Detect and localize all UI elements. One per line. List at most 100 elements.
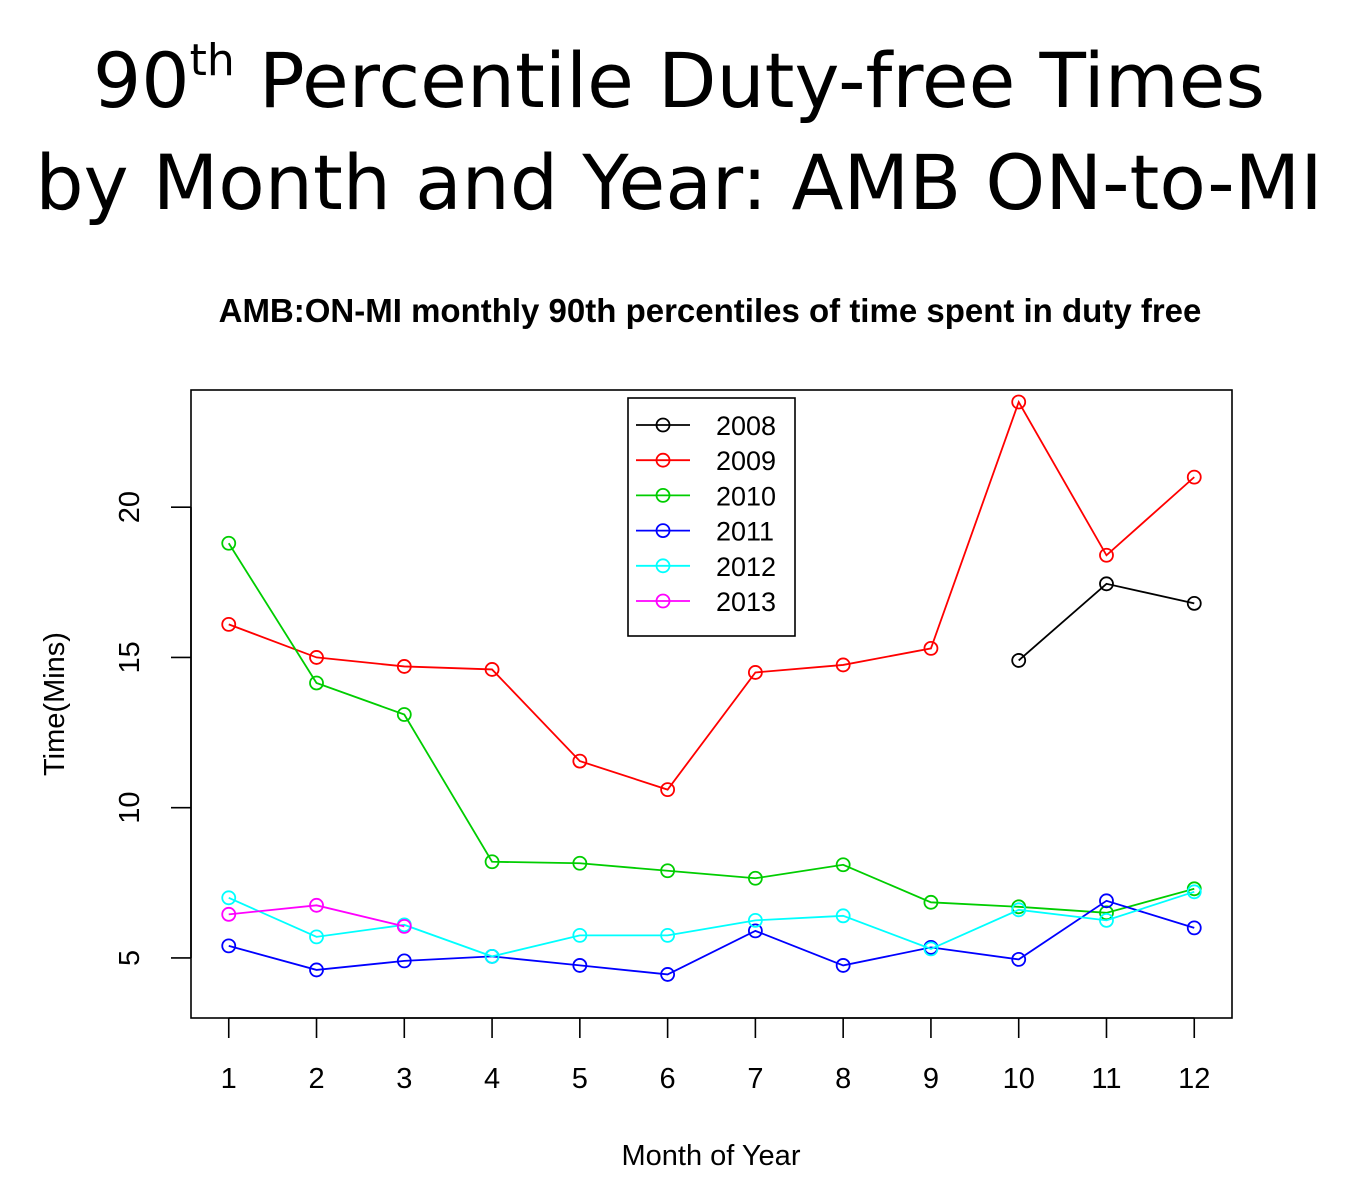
slide-title-line-2: by Month and Year: AMB ON-to-MI (35, 138, 1323, 227)
data-point (572, 753, 588, 769)
legend-label: 2010 (716, 481, 776, 511)
y-tick-label: 15 (114, 641, 146, 673)
data-point (1011, 653, 1027, 668)
x-tick-label: 12 (1178, 1063, 1210, 1095)
legend: 2008 2009 2010 2011 2012 2013 (627, 397, 796, 637)
data-point (1099, 905, 1114, 921)
data-point (1186, 595, 1202, 611)
data-point (1011, 394, 1027, 410)
slide-title-line-1: 90th Percentile Duty-free Times (0, 30, 1358, 132)
x-tick-label: 4 (484, 1063, 500, 1095)
legend-marker (655, 558, 671, 574)
data-point (484, 854, 500, 870)
data-point (396, 707, 412, 722)
legend-marker (655, 487, 671, 503)
data-point (484, 949, 500, 964)
data-point (396, 918, 412, 934)
x-tick-label: 6 (660, 1063, 676, 1095)
legend-label: 2009 (716, 446, 776, 476)
data-point (396, 953, 412, 969)
series-2010 (221, 535, 1202, 921)
data-point (747, 923, 763, 939)
series-2013 (221, 897, 412, 934)
series-2009 (221, 394, 1202, 798)
x-tick-label: 9 (923, 1063, 939, 1095)
series-line (228, 399, 1195, 791)
data-point (309, 675, 324, 691)
data-point (396, 659, 412, 674)
data-point (747, 665, 763, 680)
legend-label: 2011 (716, 517, 774, 547)
x-axis: 1 2 3 4 5 6 7 8 9 10 11 12 (221, 1017, 1210, 1095)
data-point (221, 906, 237, 922)
y-axis-label: Time(Mins) (39, 632, 71, 776)
x-tick-label: 8 (835, 1063, 851, 1095)
data-point (572, 927, 588, 943)
x-tick-label: 3 (396, 1063, 412, 1095)
data-point (309, 650, 324, 665)
data-point (923, 894, 939, 910)
data-point (309, 929, 324, 945)
data-point (747, 870, 763, 886)
data-point (221, 535, 237, 551)
slide-title: 90th Percentile Duty-free Times by Month… (0, 30, 1358, 234)
data-point (660, 927, 676, 943)
x-axis-label: Month of Year (622, 1140, 801, 1172)
series-2011 (221, 893, 1202, 982)
data-point (660, 782, 676, 798)
legend-marker (655, 523, 671, 538)
series-2008 (1011, 576, 1202, 668)
data-point (221, 616, 237, 632)
x-tick-label: 1 (221, 1063, 237, 1095)
legend-marker (655, 593, 671, 609)
y-axis: 5 10 15 20 (114, 491, 192, 966)
x-tick-label: 11 (1091, 1063, 1121, 1095)
data-point (1011, 952, 1027, 967)
data-point (572, 855, 588, 871)
data-point (835, 857, 851, 873)
legend-box (627, 397, 796, 637)
series-line (1018, 582, 1195, 662)
data-point (309, 962, 324, 978)
data-point (1186, 469, 1202, 485)
y-tick-label: 10 (114, 792, 146, 824)
x-tick-label: 10 (1003, 1063, 1035, 1095)
slide-title-superscript: th (189, 35, 235, 86)
legend-marker (655, 417, 671, 433)
x-tick-label: 2 (308, 1063, 324, 1095)
y-tick-label: 5 (114, 950, 146, 966)
x-tick-label: 7 (747, 1063, 763, 1095)
slide-title-rest: Percentile Duty-free Times (234, 36, 1266, 125)
chart-title: AMB:ON-MI monthly 90th percentiles of ti… (219, 292, 1202, 329)
legend-label: 2013 (716, 587, 776, 617)
data-point (1099, 547, 1114, 563)
data-point (1099, 893, 1114, 909)
series-2012 (221, 884, 1202, 964)
data-point (221, 890, 237, 906)
data-point (923, 641, 939, 656)
data-point (1186, 920, 1202, 936)
data-point (660, 863, 676, 879)
data-point (572, 958, 588, 973)
series-layer (221, 394, 1202, 982)
series-line (227, 542, 1195, 914)
legend-marker (655, 452, 671, 468)
data-point (309, 897, 324, 913)
data-point (1099, 912, 1114, 928)
data-point (923, 941, 939, 957)
series-line (228, 904, 405, 928)
data-point (835, 908, 851, 924)
data-point (1186, 884, 1202, 900)
y-tick-label: 20 (114, 491, 146, 523)
data-point (1099, 576, 1114, 592)
series-line (228, 890, 1195, 958)
data-point (1011, 902, 1027, 918)
data-point (835, 657, 851, 673)
data-point (660, 967, 676, 982)
data-point (835, 958, 851, 973)
legend-label: 2012 (716, 552, 776, 582)
series-line (228, 899, 1195, 976)
data-point (221, 938, 237, 954)
data-point (484, 662, 500, 677)
